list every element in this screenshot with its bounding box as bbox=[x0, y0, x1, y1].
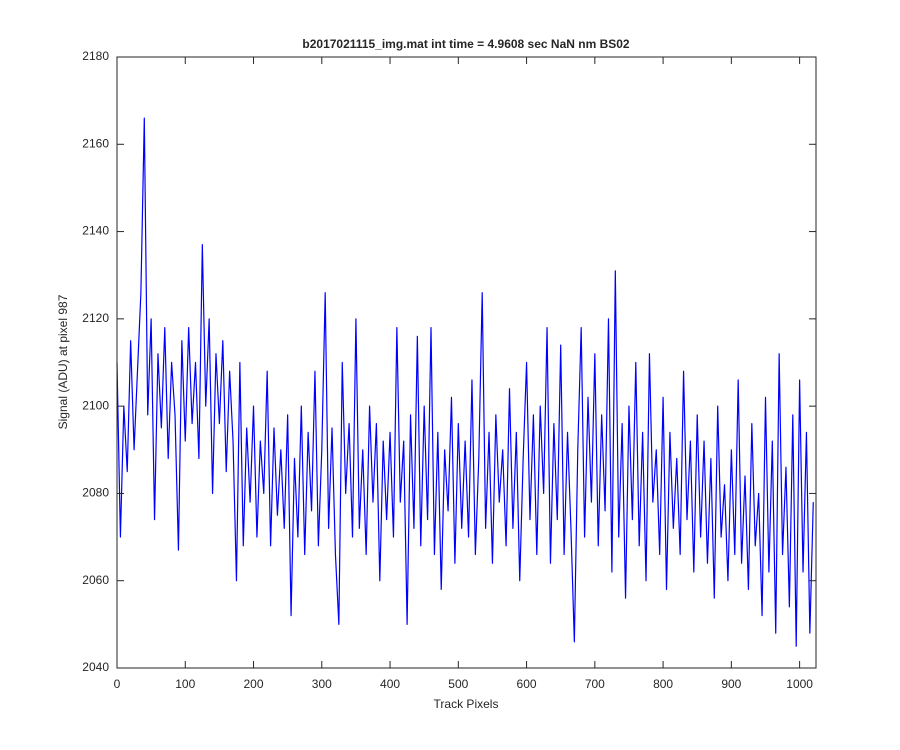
y-tick-label: 2120 bbox=[82, 311, 109, 325]
y-tick-label: 2160 bbox=[82, 136, 109, 150]
x-tick-label: 400 bbox=[380, 677, 400, 691]
x-tick-label: 200 bbox=[244, 677, 264, 691]
axes-box bbox=[116, 56, 817, 669]
x-tick-label: 300 bbox=[312, 677, 332, 691]
x-tick-label: 900 bbox=[721, 677, 741, 691]
x-tick-label: 800 bbox=[653, 677, 673, 691]
y-tick-label: 2060 bbox=[82, 573, 109, 587]
y-axis-label: Signal (ADU) at pixel 987 bbox=[56, 294, 70, 429]
x-axis-label: Track Pixels bbox=[434, 697, 499, 711]
x-tick-label: 600 bbox=[517, 677, 537, 691]
y-tick-label: 2040 bbox=[82, 660, 109, 674]
y-tick-label: 2100 bbox=[82, 398, 109, 412]
x-tick-label: 1000 bbox=[786, 677, 813, 691]
x-tick-label: 100 bbox=[175, 677, 195, 691]
data-line bbox=[116, 117, 814, 647]
y-tick-label: 2180 bbox=[82, 49, 109, 63]
x-tick-label: 500 bbox=[448, 677, 468, 691]
chart-title: b2017021115_img.mat int time = 4.9608 se… bbox=[302, 37, 630, 51]
y-tick-label: 2080 bbox=[82, 486, 109, 500]
plot-area bbox=[117, 57, 816, 668]
y-tick-label: 2140 bbox=[82, 224, 109, 238]
x-tick-label: 0 bbox=[114, 677, 121, 691]
x-tick-label: 700 bbox=[585, 677, 605, 691]
